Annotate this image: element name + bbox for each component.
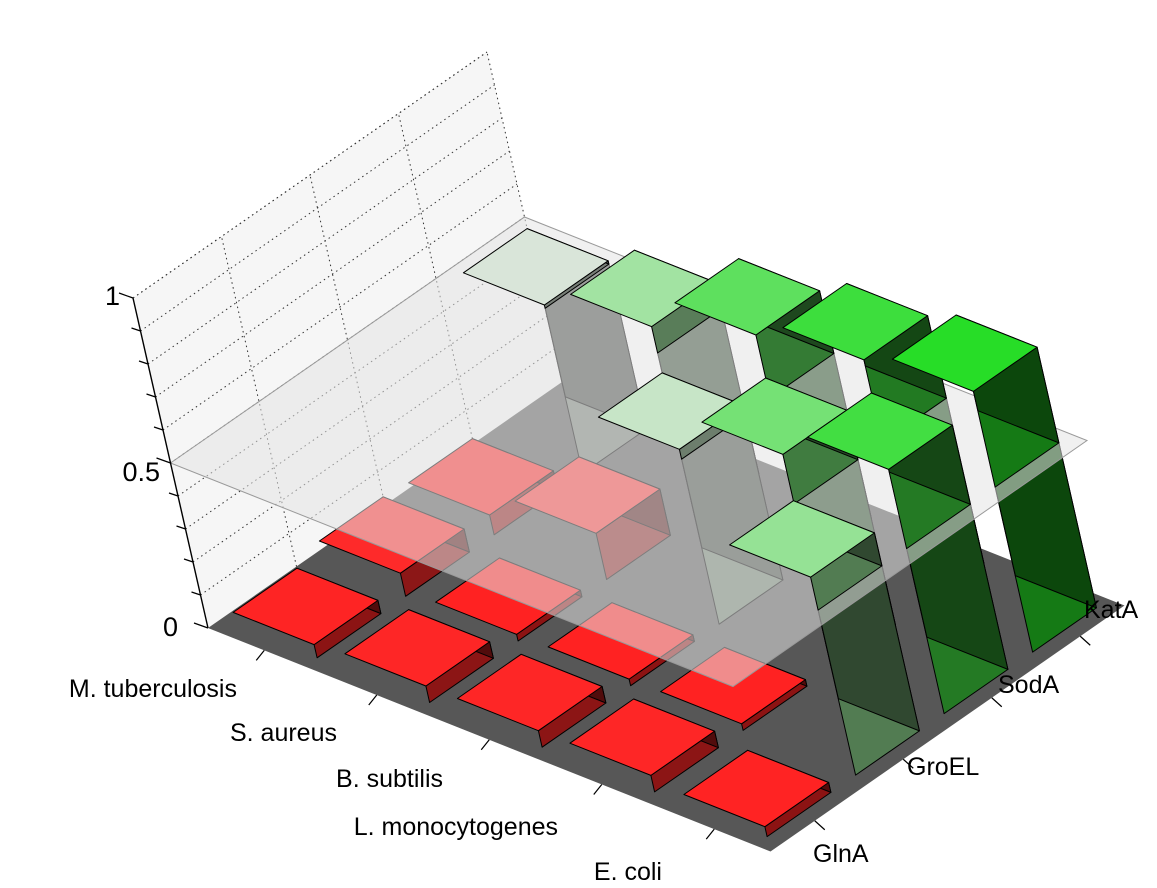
organism-label-s-aureus: S. aureus <box>230 719 337 747</box>
bar-top-face <box>683 749 830 828</box>
organism-tick <box>480 739 490 751</box>
organism-label-b-subtilis: B. subtilis <box>336 765 443 793</box>
protein-label-kata: KatA <box>1084 596 1139 624</box>
bar-m-tuberculosis-kata-upper <box>462 228 610 309</box>
bar-top-face <box>569 698 716 776</box>
organism-tick <box>593 784 603 795</box>
bar-top-face <box>462 228 609 306</box>
z-tick <box>176 525 186 530</box>
z-tick-label-0: 0 <box>163 612 178 642</box>
z-tick <box>146 393 156 398</box>
grid-line <box>221 236 297 567</box>
bar-e-coli-kata-upper <box>891 314 1060 488</box>
bar-e-coli-soda-upper <box>807 392 971 550</box>
bar-s-aureus-glna <box>344 609 494 703</box>
bar-top-face <box>891 314 1038 392</box>
z-tick <box>183 558 194 563</box>
bar-top-face <box>456 653 603 732</box>
bar-top-face <box>232 567 379 646</box>
protein-label-groel: GroEL <box>907 753 979 781</box>
z-tick <box>191 591 201 596</box>
protein-tick <box>902 758 914 769</box>
bars-above-plane <box>462 228 1060 611</box>
bar-m-tuberculosis-glna <box>232 567 382 659</box>
bar-top-face <box>344 609 491 687</box>
bar-e-coli-groel-upper <box>729 500 883 611</box>
grid-line <box>155 150 510 398</box>
bar-top-face <box>807 392 953 470</box>
bar-top-face <box>674 258 821 336</box>
z-tick <box>131 327 141 332</box>
bar-e-coli-glna <box>683 749 832 838</box>
z-tick <box>153 426 164 431</box>
bar-l-monocytogenes-glna <box>569 698 719 793</box>
bar-top-face <box>729 500 875 578</box>
organism-tick <box>255 649 265 661</box>
organism-label-e-coli: E. coli <box>594 858 662 886</box>
organism-tick <box>368 694 378 706</box>
z-tick <box>168 492 179 497</box>
protein-label-soda: SodA <box>998 671 1059 699</box>
organism-label-m-tuberculosis: M. tuberculosis <box>69 675 237 703</box>
z-tick <box>138 360 149 365</box>
axes <box>118 292 1091 840</box>
protein-tick <box>814 820 826 831</box>
bar-b-subtilis-glna <box>456 653 607 748</box>
z-tick <box>118 292 134 299</box>
organism-label-l-monocytogenes: L. monocytogenes <box>354 813 558 841</box>
z-tick <box>193 622 209 629</box>
organism-tick <box>705 828 715 840</box>
grid-line <box>140 84 495 332</box>
z-tick-label-1: 1 <box>105 281 120 311</box>
protein-tick <box>991 697 1003 708</box>
grid-line <box>132 51 488 299</box>
grid-line <box>162 183 518 431</box>
z-tick <box>156 457 171 464</box>
z-tick-label-0.5: 0.5 <box>122 457 160 487</box>
protein-tick <box>1079 635 1091 646</box>
bar-top-face <box>782 283 929 361</box>
protein-label-glna: GlnA <box>813 840 869 868</box>
